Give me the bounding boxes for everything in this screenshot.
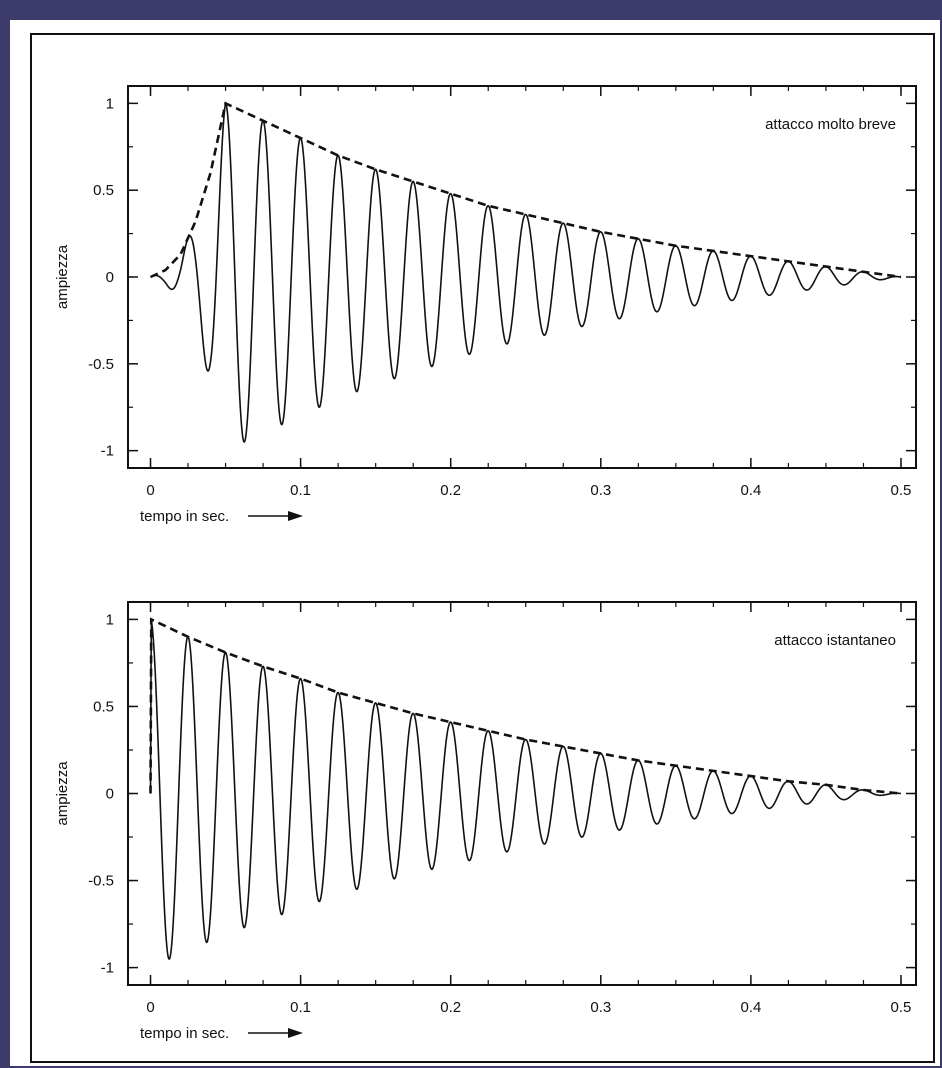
y-tick-label: 0.5 xyxy=(93,698,114,715)
y-tick-label: 1 xyxy=(106,611,114,628)
x-tick-label: 0.5 xyxy=(891,999,912,1016)
y-tick-label: 0 xyxy=(106,786,114,803)
chart-attack-instant: 0 0.1 0.2 0.3 0.4 0.5 1 0.5 0 -0.5 -1 ampiezza tempo… xyxy=(54,601,917,1042)
chart-annotation: attacco molto breve xyxy=(765,116,896,133)
x-tick-label: 0.1 xyxy=(290,999,311,1016)
x-tick-label: 0.3 xyxy=(590,999,611,1016)
x-axis-arrow-head xyxy=(288,511,303,521)
x-axis-arrow-head xyxy=(288,1028,303,1038)
x-axis-label: tempo in sec. xyxy=(140,1025,229,1042)
y-tick-label: -1 xyxy=(101,443,114,460)
x-tick-label: 0.2 xyxy=(440,482,461,499)
y-axis-label: ampiezza xyxy=(54,244,71,309)
x-tick-label: 0.5 xyxy=(891,482,912,499)
envelope-series xyxy=(149,101,902,279)
y-tick-label: 0 xyxy=(106,269,114,286)
x-tick-label: 0 xyxy=(146,999,154,1016)
x-tick-label: 0 xyxy=(146,482,154,499)
waveform-series xyxy=(150,101,902,443)
y-tick-label: 0.5 xyxy=(93,182,114,199)
waveform-series xyxy=(149,621,902,961)
x-tick-label: 0.1 xyxy=(290,482,311,499)
envelope-series xyxy=(149,617,902,795)
y-tick-label: -1 xyxy=(101,960,114,977)
x-tick-label: 0.2 xyxy=(440,999,461,1016)
chart-attack-short: 0 0.1 0.2 0.3 0.4 0.5 1 0.5 0 -0.5 -1 ampiezza tempo… xyxy=(54,85,917,525)
y-tick-label: 1 xyxy=(106,95,114,112)
y-tick-label: -0.5 xyxy=(88,873,114,890)
figure-page xyxy=(10,20,940,1066)
y-axis-label: ampiezza xyxy=(54,761,71,826)
x-tick-label: 0.4 xyxy=(740,482,761,499)
figure-frame xyxy=(30,33,935,1063)
x-tick-label: 0.3 xyxy=(590,482,611,499)
x-axis-label: tempo in sec. xyxy=(140,508,229,525)
chart-annotation: attacco istantaneo xyxy=(774,632,896,649)
y-tick-label: -0.5 xyxy=(88,356,114,373)
x-tick-label: 0.4 xyxy=(740,999,761,1016)
